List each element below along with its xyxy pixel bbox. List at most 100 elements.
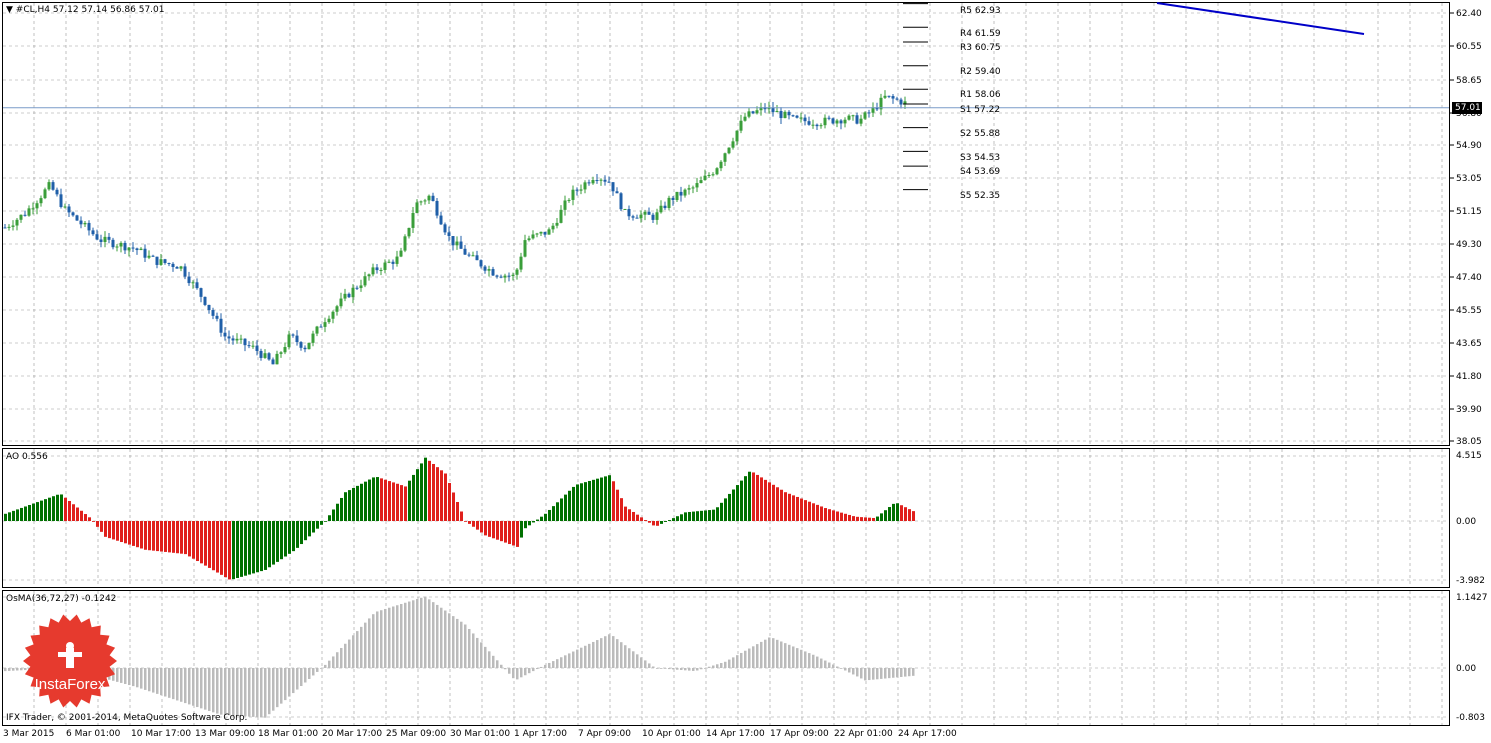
price-label: 53.05 [1456,174,1482,184]
chart-menu-arrow-icon[interactable]: ▼ [6,5,13,15]
candle-body [711,174,715,176]
ao-header: AO 0.556 [6,452,48,462]
time-label: 13 Mar 09:00 [195,729,256,739]
ao-bar [328,515,331,521]
candle-body [11,225,15,227]
candle-body [187,276,191,284]
ao-bar [668,520,671,521]
osma-bar [304,668,307,683]
candle-body [111,239,115,248]
candle-body [459,241,463,249]
osma-bar [908,668,911,677]
candle-body [443,224,447,233]
osma-bar [852,668,855,675]
candle-body [647,211,651,215]
osma-level-label: 0.00 [1456,664,1477,674]
ao-bar [228,521,231,580]
candle-body [699,180,703,184]
osma-bar [424,596,427,668]
candle-body [351,287,355,298]
candle-body [27,208,31,216]
candle-body [31,208,35,210]
ao-bar [100,521,103,532]
osma-bar [420,597,423,668]
osma-bar [888,668,891,679]
ao-bar [48,497,51,521]
ao-bar [220,521,223,575]
main-chart-pane[interactable] [2,2,1450,446]
ao-bar [840,512,843,521]
candle-body [895,98,899,100]
candle-body [511,274,515,276]
candle-body [799,117,803,119]
ao-bar [880,513,883,521]
ao-bar [316,521,319,529]
candle-body [463,248,467,255]
osma-bar [400,604,403,668]
osma-bar [216,668,219,714]
ao-bar [340,497,343,521]
ao-bar [336,503,339,521]
ao-bar [524,521,527,529]
ao-bar [596,478,599,521]
osma-bar [132,668,135,687]
candle-body [807,121,811,125]
osma-bar [772,638,775,668]
ao-bar [544,513,547,521]
osma-bar [388,607,391,668]
ao-bar [584,482,587,521]
ao-bar [52,496,55,521]
price-label: 41.80 [1456,372,1482,382]
ao-bar [368,479,371,521]
ao-bar [60,494,63,521]
osma-bar [696,668,699,671]
ao-indicator-pane[interactable] [2,448,1450,588]
candle-body [567,199,571,201]
osma-bar [220,668,223,715]
candle-body [155,256,159,265]
ao-bar [896,503,899,521]
ao-bar [796,496,799,521]
ao-bar [624,506,627,521]
candle-body [855,115,859,124]
osma-bar [168,668,171,698]
time-label: 22 Apr 01:00 [834,729,893,739]
osma-bar [524,668,527,676]
ao-bar [576,484,579,521]
ao-bar [564,494,567,521]
candle-body [451,236,455,246]
ao-bar [92,521,95,522]
osma-bar [156,668,159,694]
candle-body [115,246,119,248]
ao-bar [144,521,147,550]
candle-body [519,256,523,270]
ao-bar [884,510,887,521]
price-label: 62.40 [1456,9,1482,19]
osma-bar [632,651,635,668]
ao-bar [772,484,775,521]
candle-body [99,239,103,243]
candle-body [539,231,543,234]
candle-body [287,334,291,348]
ao-bar [56,494,59,521]
ao-bar [444,473,447,521]
osma-bar [436,604,439,668]
osma-indicator-pane[interactable] [2,590,1450,726]
time-label: 10 Mar 17:00 [131,729,192,739]
candle-body [259,350,263,358]
ao-bar [640,517,643,521]
osma-bar [456,618,459,668]
candle-body [119,242,123,247]
ao-bar [116,521,119,541]
osma-bar [444,610,447,668]
candle-body [883,95,887,98]
candle-body [639,214,643,219]
candle-body [15,219,19,226]
osma-bar [800,649,803,668]
candle-body [527,238,531,241]
ao-level-label: 4.515 [1456,451,1482,461]
candle-body [795,115,799,118]
osma-bar [500,664,503,668]
candle-body [591,179,595,184]
